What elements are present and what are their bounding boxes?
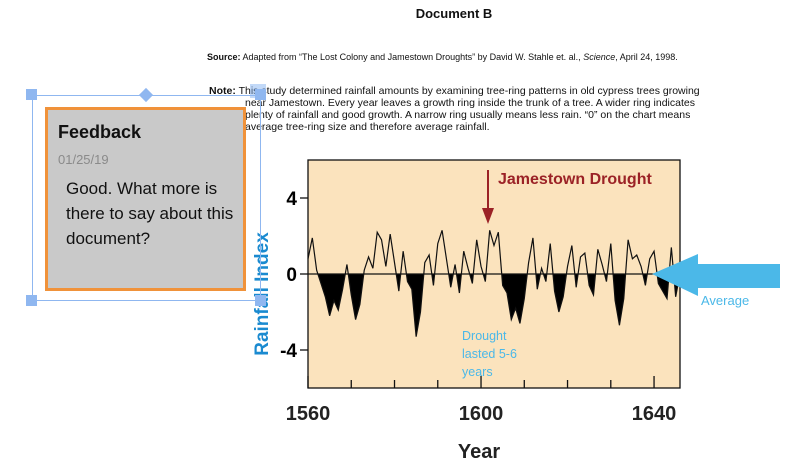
- resize-handle-top-left[interactable]: [26, 89, 37, 100]
- rainfall-line: [307, 230, 681, 337]
- feedback-card[interactable]: Feedback 01/25/19 Good. What more is the…: [45, 107, 246, 291]
- resize-handle-bottom-right[interactable]: [255, 295, 266, 306]
- note-label: Note:: [209, 85, 236, 97]
- drought-fill: [553, 274, 567, 312]
- x-axis-label: Year: [458, 441, 500, 463]
- drought-fill: [317, 274, 346, 316]
- y-axis-label: Rainfall Index: [252, 232, 273, 356]
- jamestown-drought-label: Jamestown Drought: [498, 171, 652, 188]
- source-journal: Science: [583, 52, 616, 62]
- drought-label-line-3: years: [462, 365, 493, 379]
- note-line-2: near Jamestown. Every year leaves a grow…: [245, 97, 695, 109]
- y-ticks: 4 0 -4: [280, 189, 308, 362]
- drought-fill: [613, 274, 626, 326]
- drought-fill: [348, 274, 364, 320]
- source-citation: Source: Adapted from “The Lost Colony an…: [207, 52, 797, 62]
- x-tick-label: 1600: [459, 403, 504, 425]
- resize-handle-top-right[interactable]: [255, 89, 266, 100]
- drought-arrow-head: [482, 208, 494, 224]
- drought-duration-label: Drought lasted 5-6 years: [462, 327, 562, 381]
- note-line-4: average tree-ring size and therefore ave…: [245, 121, 490, 133]
- y-tick-label: 4: [286, 189, 297, 210]
- y-tick-label: 0: [286, 265, 297, 286]
- drought-fill: [501, 274, 528, 324]
- feedback-body: Good. What more is there to say about th…: [66, 179, 234, 248]
- average-label: Average: [701, 293, 750, 308]
- note-line-1: This study determined rainfall amounts b…: [238, 85, 700, 97]
- note-paragraph: Note: This study determined rainfall amo…: [209, 85, 779, 133]
- drought-arrow: [482, 170, 494, 224]
- source-date: , April 24, 1998.: [615, 52, 678, 62]
- average-arrow-icon: [652, 254, 780, 296]
- rainfall-chart: 4 0 -4 1560 1600 1640 Rainfall Index Year Ja…: [252, 159, 681, 463]
- x-tick-label: 1640: [632, 403, 677, 425]
- source-label: Source:: [207, 52, 241, 62]
- y-tick-label: -4: [280, 341, 297, 362]
- x-ticks: 1560 1600 1640: [286, 376, 677, 425]
- note-line-3: plenty of rainfall and good growth. A na…: [245, 109, 691, 121]
- x-tick-label: 1560: [286, 403, 331, 425]
- source-text: Adapted from “The Lost Colony and Jamest…: [240, 52, 584, 62]
- document-title: Document B: [415, 6, 493, 21]
- drought-fill: [406, 274, 424, 337]
- resize-handle-bottom-left[interactable]: [26, 295, 37, 306]
- drought-label-line-2: lasted 5-6: [462, 347, 517, 361]
- feedback-title: Feedback: [58, 122, 142, 142]
- drought-label-line-1: Drought: [462, 329, 507, 343]
- feedback-date: 01/25/19: [58, 152, 109, 167]
